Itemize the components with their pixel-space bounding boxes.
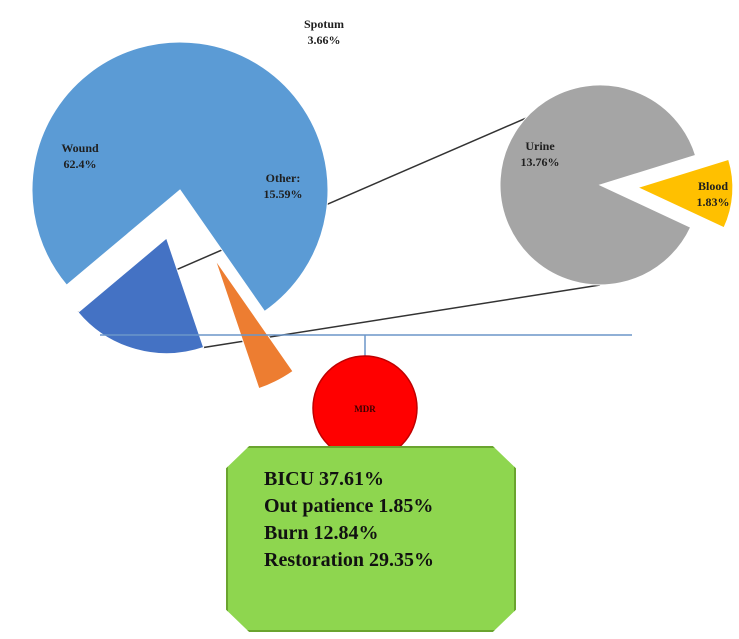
pie-slice-other <box>77 237 205 355</box>
slice-value-urine: 13.76% <box>521 155 560 169</box>
slice-value-blood: 1.83% <box>697 195 730 209</box>
slice-label-blood: Blood <box>698 179 728 193</box>
slice-labels: Wound 62.4% Spotum 3.66% Other: 15.59% Urine 13… <box>61 17 729 209</box>
mdr-label: MDR <box>354 404 376 414</box>
pie-slice-blood <box>636 158 734 229</box>
mdr-line-bicu: BICU 37.61% <box>264 468 385 490</box>
secondary-pie <box>499 84 734 286</box>
mdr-line-burn: Burn 12.84% <box>264 522 379 544</box>
pie-slice-urine <box>499 84 697 286</box>
mdr-breakdown-box: BICU 37.61% Out patience 1.85% Burn 12.8… <box>226 446 516 632</box>
mdr-line-restoration: Restoration 29.35% <box>264 549 434 571</box>
slice-value-wound: 62.4% <box>64 157 97 171</box>
slice-label-wound: Wound <box>61 141 99 155</box>
slice-value-spotum: 3.66% <box>308 33 341 47</box>
slice-value-other: 15.59% <box>264 187 303 201</box>
slice-label-spotum: Spotum <box>304 17 344 31</box>
slice-label-other: Other: <box>266 171 301 185</box>
pie-slice-spotum <box>214 259 294 390</box>
main-pie <box>31 41 329 390</box>
mdr-line-out-patience: Out patience 1.85% <box>264 495 434 517</box>
pie-slice-wound <box>31 41 329 313</box>
slice-label-urine: Urine <box>525 139 555 153</box>
